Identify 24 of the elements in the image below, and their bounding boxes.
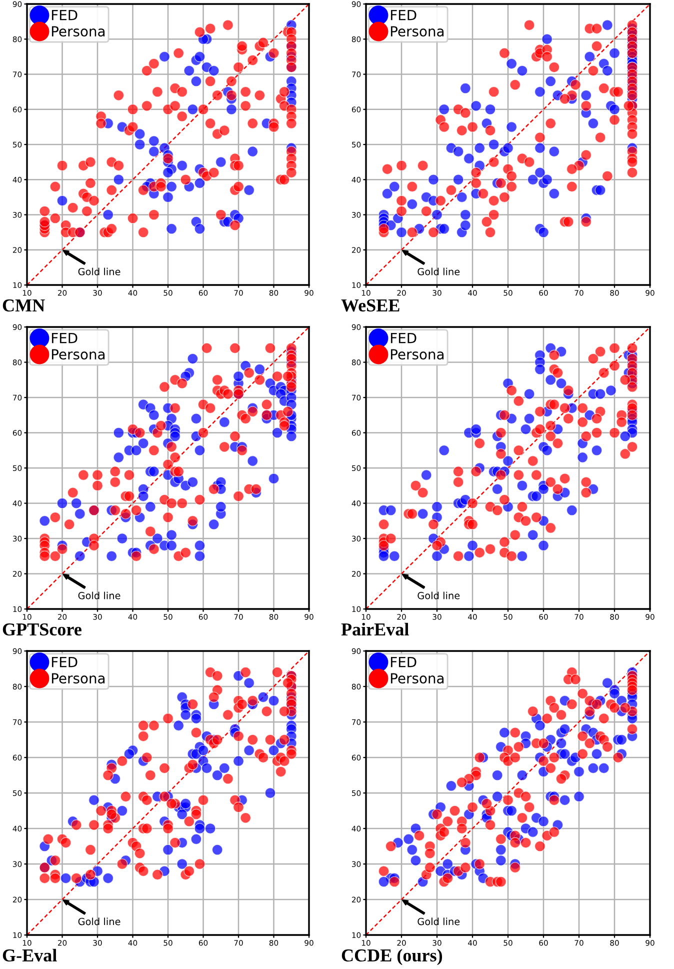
legend-label: FED [390,10,416,20]
text: PairEval [341,622,409,636]
legend-label: Persona [52,349,105,360]
annotation: Gold line [78,592,120,600]
legend-label: FED [52,10,78,20]
text: G-Eval [2,948,57,962]
legend-label: FED [390,656,416,668]
legend-label: Persona [390,673,444,684]
annotation: Gold line [418,268,460,276]
annotation: Gold line [418,918,460,926]
legend-label: Persona [52,673,105,684]
text: GPTScore [2,623,82,636]
legend-label: FED [390,332,416,344]
legend-label: FED [52,332,78,344]
annotation: Gold line [78,268,120,276]
annotation: Gold line [78,918,120,926]
text: WeSEE [341,299,400,312]
annotation: Gold line [418,592,460,600]
legend-label: FED [52,656,78,668]
text: CCDE (ours) [342,948,442,966]
text: CMN [2,299,45,312]
legend-label: Persona [52,26,105,37]
legend-label: Persona [390,349,444,360]
legend-label: Persona [390,26,444,37]
